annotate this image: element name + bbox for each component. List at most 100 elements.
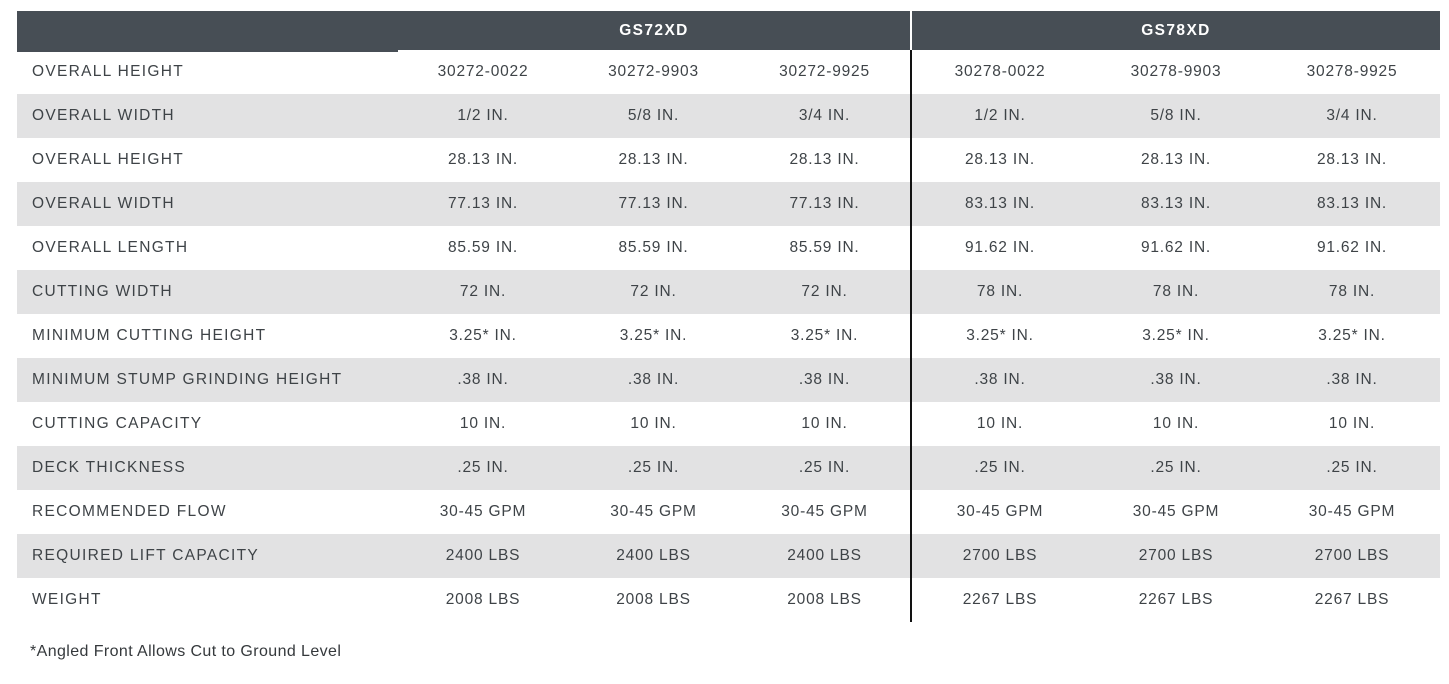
table-header: GS72XD GS78XD (17, 11, 1440, 52)
row-label: WEIGHT (32, 591, 102, 608)
spec-value: 77.13 IN. (618, 195, 689, 212)
table-row-overall-length: OVERALL LENGTH 85.59 IN. 85.59 IN. 85.59… (17, 226, 1440, 270)
product-name-gs72xd: GS72XD (619, 21, 689, 39)
table-row-minimum-cutting-height: MINIMUM CUTTING HEIGHT 3.25* IN. 3.25* I… (17, 314, 1440, 358)
spec-value: 2400 LBS (445, 547, 521, 564)
spec-value: 77.13 IN. (447, 195, 519, 212)
spec-value: 2700 LBS (962, 547, 1038, 564)
spec-value: .38 IN. (1326, 371, 1378, 388)
spec-value: .25 IN. (627, 459, 680, 476)
product-header-gs72xd: GS72XD (398, 11, 910, 50)
spec-value: 30272-9903 (608, 63, 699, 80)
row-label: MINIMUM STUMP GRINDING HEIGHT (32, 371, 343, 388)
spec-value: .25 IN. (798, 459, 851, 476)
spec-value: 2267 LBS (1314, 591, 1390, 608)
spec-value: 83.13 IN. (964, 195, 1036, 212)
product-header-gs78xd: GS78XD (912, 11, 1440, 50)
spec-value: 28.13 IN. (618, 151, 689, 168)
spec-value: 3/4 IN. (798, 107, 851, 124)
spec-value: 30278-9903 (1130, 63, 1222, 80)
spec-value: 85.59 IN. (447, 239, 519, 256)
spec-value: .38 IN. (627, 371, 680, 388)
spec-value: 2700 LBS (1314, 547, 1390, 564)
header-label-column-tab (17, 11, 398, 52)
spec-value: 30-45 GPM (610, 503, 697, 520)
spec-value: 30-45 GPM (439, 503, 527, 520)
spec-value: 10 IN. (459, 415, 507, 432)
table-row-minimum-stump-grinding-height: MINIMUM STUMP GRINDING HEIGHT .38 IN. .3… (17, 358, 1440, 402)
spec-value: 30272-0022 (437, 63, 529, 80)
spec-value: 3.25* IN. (449, 327, 517, 344)
table-row-cutting-width: CUTTING WIDTH 72 IN. 72 IN. 72 IN. 78 IN… (17, 270, 1440, 314)
spec-value: .38 IN. (974, 371, 1026, 388)
row-label: OVERALL HEIGHT (32, 151, 184, 168)
row-label: CUTTING CAPACITY (32, 415, 203, 432)
row-label: OVERALL HEIGHT (32, 63, 184, 80)
row-label: REQUIRED LIFT CAPACITY (32, 547, 259, 564)
header-section-gap (910, 11, 912, 50)
spec-value: 3/4 IN. (1326, 107, 1378, 124)
spec-value: 28.13 IN. (1316, 151, 1388, 168)
spec-value: 83.13 IN. (1140, 195, 1212, 212)
spec-value: .25 IN. (974, 459, 1026, 476)
spec-value: 2008 LBS (445, 591, 521, 608)
row-label: CUTTING WIDTH (32, 283, 173, 300)
spec-value: .38 IN. (798, 371, 851, 388)
table-row-required-lift-capacity: REQUIRED LIFT CAPACITY 2400 LBS 2400 LBS… (17, 534, 1440, 578)
spec-value: 28.13 IN. (789, 151, 860, 168)
spec-value: 72 IN. (801, 283, 848, 300)
spec-value: 72 IN. (459, 283, 507, 300)
spec-table: GS72XD GS78XD OVERALL HEIGHT 30272-0022 … (17, 11, 1440, 661)
spec-value: 78 IN. (1328, 283, 1376, 300)
spec-value: 2700 LBS (1138, 547, 1214, 564)
spec-value: 91.62 IN. (1140, 239, 1212, 256)
spec-value: 85.59 IN. (789, 239, 860, 256)
spec-value: 5/8 IN. (1150, 107, 1202, 124)
spec-value: 85.59 IN. (618, 239, 689, 256)
spec-value: 10 IN. (801, 415, 848, 432)
table-row-overall-width: OVERALL WIDTH 77.13 IN. 77.13 IN. 77.13 … (17, 182, 1440, 226)
spec-value: .38 IN. (1150, 371, 1202, 388)
spec-value: 30272-9925 (779, 63, 870, 80)
spec-value: .38 IN. (457, 371, 509, 388)
table-row-recommended-flow: RECOMMENDED FLOW 30-45 GPM 30-45 GPM 30-… (17, 490, 1440, 534)
spec-value: 28.13 IN. (1140, 151, 1212, 168)
spec-value: 30-45 GPM (1132, 503, 1220, 520)
spec-value: 3.25* IN. (966, 327, 1034, 344)
spec-value: 28.13 IN. (447, 151, 519, 168)
row-label: DECK THICKNESS (32, 459, 186, 476)
row-label: RECOMMENDED FLOW (32, 503, 227, 520)
table-row-cutting-capacity: CUTTING CAPACITY 10 IN. 10 IN. 10 IN. 10… (17, 402, 1440, 446)
spec-value: 72 IN. (630, 283, 677, 300)
spec-value: 10 IN. (1152, 415, 1200, 432)
row-label: MINIMUM CUTTING HEIGHT (32, 327, 267, 344)
spec-value: 2008 LBS (787, 591, 862, 608)
spec-value: 3.25* IN. (619, 327, 688, 344)
spec-value: 2267 LBS (962, 591, 1038, 608)
spec-value: 3.25* IN. (790, 327, 859, 344)
product-name-gs78xd: GS78XD (1141, 21, 1211, 39)
spec-value: .25 IN. (457, 459, 509, 476)
spec-value: .25 IN. (1326, 459, 1378, 476)
spec-value: 30278-0022 (954, 63, 1046, 80)
row-label: OVERALL WIDTH (32, 195, 175, 212)
table-row-overall-width-fraction: OVERALL WIDTH 1/2 IN. 5/8 IN. 3/4 IN. 1/… (17, 94, 1440, 138)
spec-value: 10 IN. (1328, 415, 1376, 432)
spec-value: 3.25* IN. (1318, 327, 1386, 344)
spec-value: 77.13 IN. (789, 195, 860, 212)
spec-value: 78 IN. (976, 283, 1024, 300)
spec-value: 10 IN. (976, 415, 1024, 432)
spec-value: 2400 LBS (787, 547, 862, 564)
table-row-overall-height-models: OVERALL HEIGHT 30272-0022 30272-9903 302… (17, 50, 1440, 94)
table-row-weight: WEIGHT 2008 LBS 2008 LBS 2008 LBS 2267 L… (17, 578, 1440, 622)
spec-value: 2400 LBS (616, 547, 691, 564)
row-label: OVERALL LENGTH (32, 239, 189, 256)
row-label: OVERALL WIDTH (32, 107, 175, 124)
spec-value: 1/2 IN. (974, 107, 1026, 124)
spec-value: 78 IN. (1152, 283, 1200, 300)
spec-value: 28.13 IN. (964, 151, 1036, 168)
spec-value: 30-45 GPM (781, 503, 868, 520)
spec-value: 30278-9925 (1306, 63, 1398, 80)
table-body: OVERALL HEIGHT 30272-0022 30272-9903 302… (17, 50, 1440, 622)
